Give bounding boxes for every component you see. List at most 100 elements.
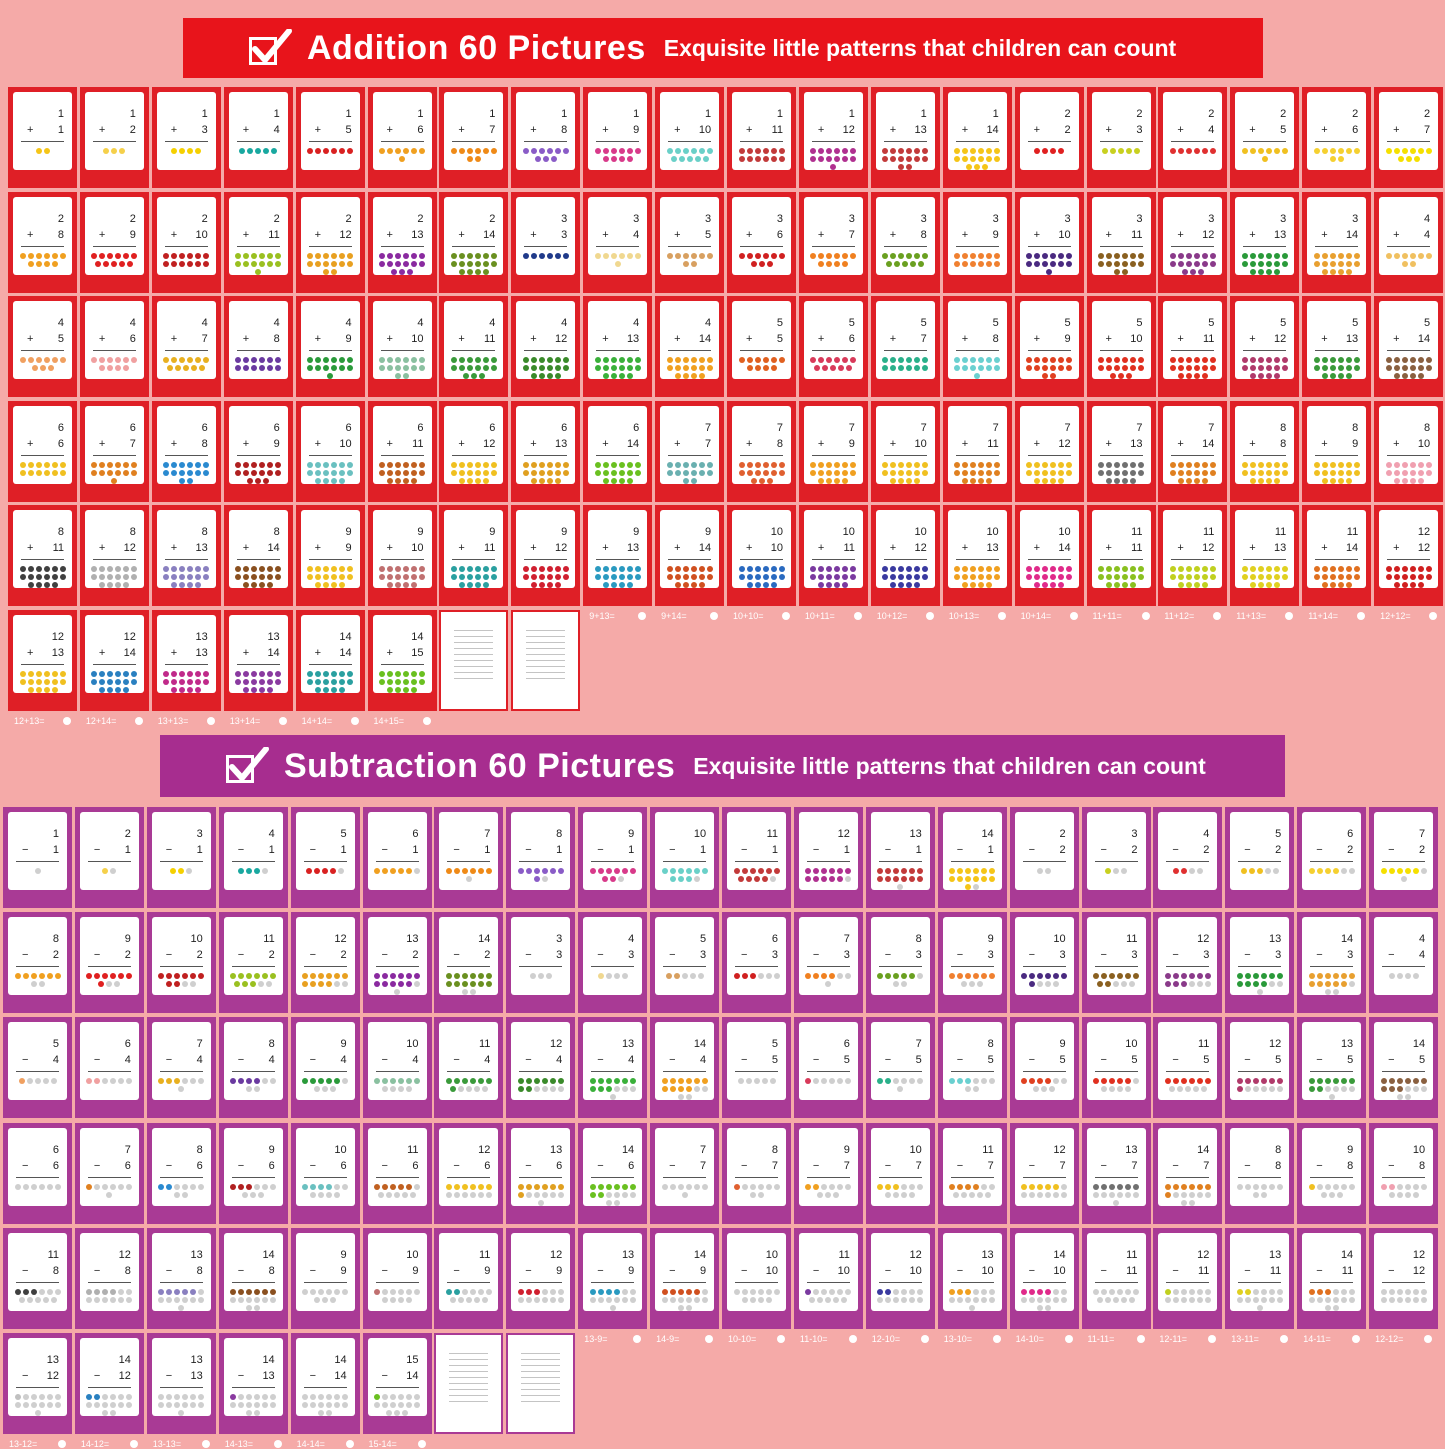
equation-rule (1310, 1176, 1354, 1178)
pattern-icon (1425, 357, 1432, 364)
pattern-icon (746, 582, 753, 589)
card-bottom-number: 1 (412, 844, 419, 856)
pattern-icon (1204, 1288, 1211, 1295)
pattern-icon (1185, 373, 1192, 380)
card-top-number: 6 (561, 421, 568, 434)
pattern-icon (882, 574, 889, 581)
card-top-number: 4 (1203, 828, 1210, 840)
pattern-icon (482, 477, 489, 484)
pattern-icon (198, 1296, 205, 1303)
pattern-icon (549, 1078, 556, 1085)
pattern-icon (1042, 357, 1049, 364)
equation-rule (236, 245, 280, 247)
pattern-icon (110, 973, 117, 980)
pattern-icon (111, 260, 118, 267)
card-bottom-number: 12 (339, 228, 352, 241)
pattern-icon (602, 148, 609, 154)
pattern-icon (1308, 1296, 1315, 1303)
pattern-icon (410, 1191, 416, 1198)
count-pictures (738, 357, 785, 372)
card-bottom-number: 13 (51, 647, 64, 659)
card-top-number: 4 (273, 317, 280, 330)
pattern-icon (517, 1296, 524, 1303)
card-top-number: 9 (345, 526, 352, 539)
card-top-number: 5 (1275, 828, 1282, 840)
count-pictures (1093, 1078, 1140, 1093)
pattern-icon (1413, 156, 1420, 162)
card-bottom-number: 11 (1131, 542, 1143, 555)
pattern-icon (485, 1191, 492, 1198)
pattern-icon (546, 148, 553, 154)
pattern-icon (1042, 373, 1049, 380)
pattern-icon (546, 365, 553, 372)
card-top-number: 8 (196, 1143, 203, 1156)
card-bottom-number: 2 (1347, 844, 1354, 856)
pattern-icon (1188, 1199, 1195, 1206)
pattern-icon (99, 679, 106, 685)
pattern-icon (1114, 252, 1120, 259)
count-pictures (19, 566, 66, 589)
pattern-icon (323, 687, 330, 693)
card-top-number: 4 (1423, 212, 1431, 225)
pattern-icon (1113, 868, 1119, 874)
pattern-icon (1184, 1086, 1191, 1093)
card-bottom-number: 5 (1347, 1054, 1354, 1067)
card-top-number: 3 (1280, 212, 1287, 225)
pattern-icon (837, 1183, 844, 1190)
pattern-icon (262, 1296, 269, 1303)
count-pictures (374, 868, 421, 874)
equation-rule (668, 454, 712, 456)
pattern-icon (99, 671, 106, 677)
pattern-icon (450, 148, 457, 154)
card-bottom-number: 7 (129, 437, 136, 450)
card-bottom-number: 6 (556, 1159, 563, 1172)
count-pictures (1385, 357, 1432, 380)
subtraction-card: 13−113-1= (865, 807, 935, 923)
operator-sign: + (1177, 228, 1184, 241)
pattern-icon (258, 981, 265, 988)
count-pictures (445, 1183, 492, 1198)
card-top-number: 13 (621, 1248, 635, 1261)
equation-rule (16, 966, 59, 968)
pattern-icon (1169, 260, 1176, 267)
pattern-icon (342, 973, 349, 980)
card-bottom-number: 3 (561, 228, 568, 241)
pattern-icon (1329, 260, 1336, 267)
pattern-icon (107, 679, 114, 685)
pattern-icon (618, 252, 625, 259)
pattern-icon (770, 252, 777, 259)
card-bottom-number: 13 (555, 437, 568, 450)
pattern-icon (525, 1296, 532, 1303)
pattern-icon (634, 365, 641, 372)
pattern-icon (661, 1086, 668, 1093)
card-top-number: 11 (838, 1248, 850, 1261)
pattern-icon (1125, 1078, 1131, 1085)
card-top-number: 5 (992, 317, 999, 330)
card-top-number: 6 (345, 421, 352, 434)
pattern-icon (749, 1288, 756, 1295)
pattern-icon (38, 1402, 45, 1408)
pattern-icon (969, 1191, 976, 1198)
card-top-number: 8 (771, 1143, 778, 1156)
pattern-icon (1177, 566, 1184, 573)
pattern-icon (262, 973, 269, 980)
count-pictures (733, 868, 780, 882)
pattern-icon (601, 876, 608, 882)
card-bottom-number: 1 (268, 844, 275, 856)
operator-sign: + (242, 647, 250, 659)
pattern-icon (395, 687, 401, 693)
card-top-number: 12 (1197, 1248, 1210, 1261)
pattern-icon (187, 477, 194, 484)
pattern-icon (533, 1183, 540, 1190)
equation-rule (236, 350, 280, 352)
pattern-icon (1393, 252, 1400, 259)
pattern-icon (1265, 469, 1272, 476)
count-pictures (1021, 1183, 1068, 1198)
pattern-icon (123, 679, 130, 685)
pattern-icon (554, 252, 561, 259)
pattern-icon (758, 260, 765, 267)
pattern-icon (530, 365, 537, 372)
pattern-icon (834, 260, 841, 267)
pattern-icon (379, 357, 385, 364)
pattern-icon (818, 148, 825, 154)
